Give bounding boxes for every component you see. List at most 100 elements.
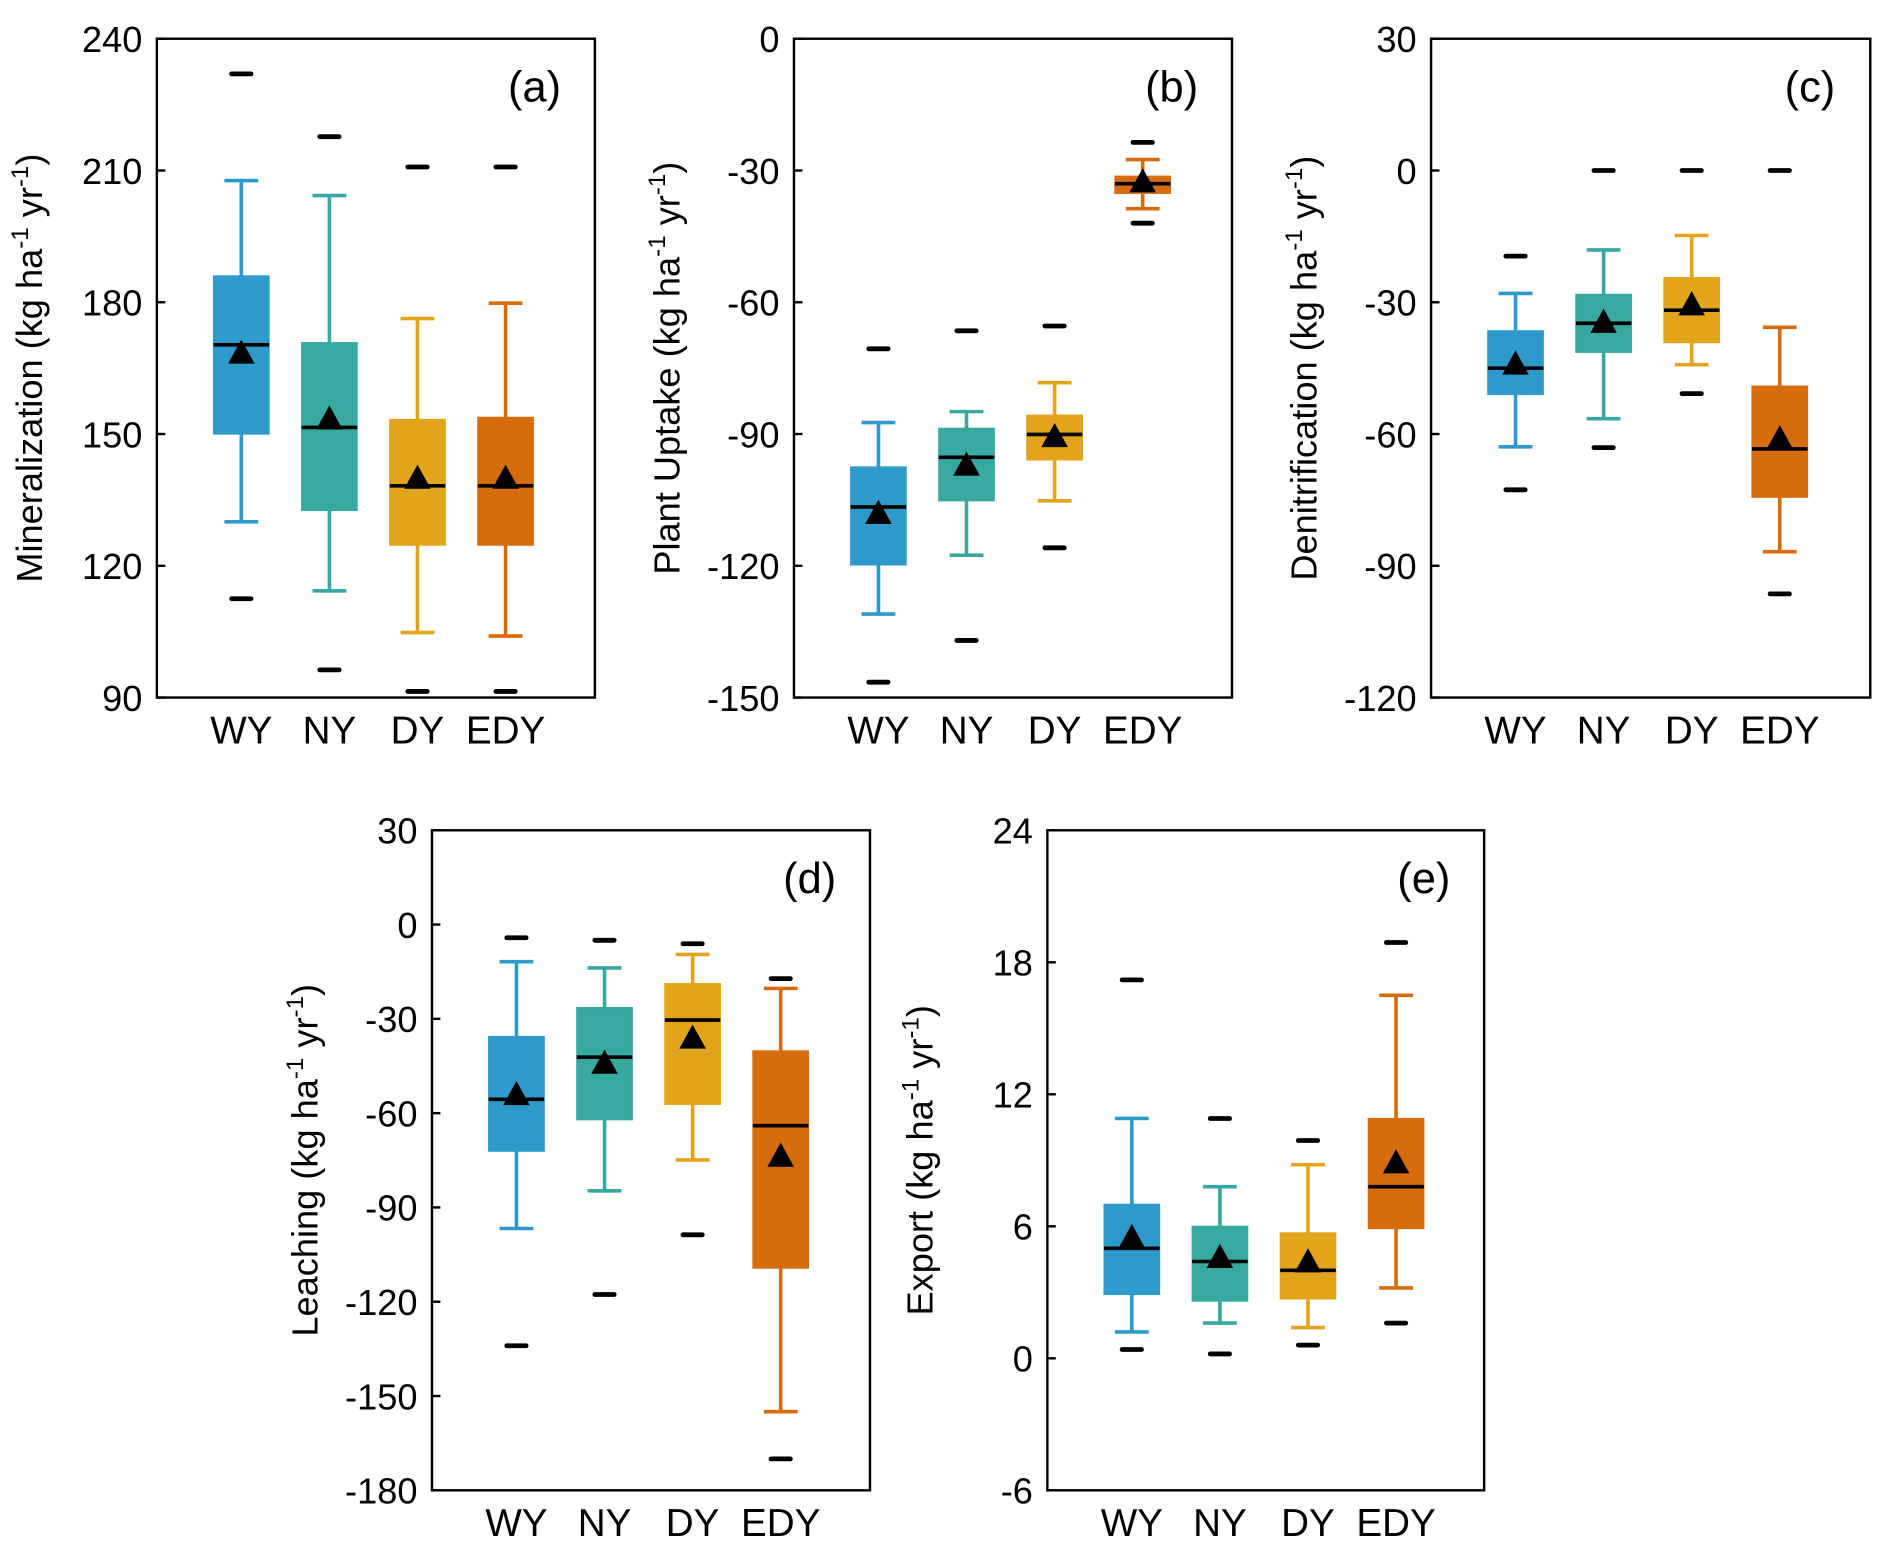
mean-marker (503, 1081, 530, 1106)
y-tick-label: 0 (397, 905, 417, 946)
mean-marker (1766, 425, 1794, 450)
plot-frame (155, 37, 597, 699)
mean-marker (316, 405, 343, 430)
y-tick-label: -120 (1344, 678, 1416, 719)
y-tick-label: 120 (82, 546, 142, 587)
x-tick-label: EDY (466, 709, 545, 752)
box-edy (752, 976, 810, 1462)
box-ny (938, 328, 995, 643)
box-ny (1191, 1116, 1249, 1357)
x-tick-label: WY (485, 1502, 547, 1545)
superscript: -1 (644, 235, 671, 256)
mean-marker (1129, 168, 1156, 193)
y-tick-label: -90 (727, 414, 779, 455)
label-part: yr (284, 1017, 325, 1057)
y-tick-label: 0 (1396, 151, 1416, 192)
mean-marker (1041, 422, 1068, 448)
y-tick-label: 90 (102, 678, 142, 719)
x-tick-label: EDY (1356, 1502, 1435, 1545)
y-tick-label: 12 (993, 1075, 1033, 1116)
box-dy (389, 164, 446, 694)
superscript: -1 (7, 227, 34, 248)
x-tick-label: EDY (741, 1502, 820, 1545)
box-edy (477, 164, 534, 694)
box-ny (301, 134, 358, 673)
label-part: yr (646, 195, 687, 235)
y-axis-label: Leaching (kg ha-1​ yr-1​) (282, 984, 325, 1337)
label-part: ) (1283, 156, 1324, 168)
y-tick-label: 210 (82, 151, 142, 192)
plot-frame (1429, 37, 1872, 699)
label-part: ) (646, 162, 687, 174)
x-tick-label: DY (1281, 1502, 1335, 1545)
y-axis-label: Plant Uptake (kg ha-1​ yr-1​) (644, 162, 687, 575)
y-tick-label: -30 (1364, 283, 1416, 324)
superscript: -1 (1281, 229, 1308, 250)
label-part: ) (284, 984, 325, 996)
y-tick-label: 24 (993, 811, 1033, 852)
y-tick-label: -60 (1364, 414, 1416, 455)
y-tick-label: -120 (707, 546, 779, 587)
x-tick-label: NY (1577, 709, 1631, 752)
label-part: Leaching (kg ha (284, 1078, 325, 1336)
x-tick-label: DY (391, 709, 445, 752)
mean-marker (767, 1142, 794, 1167)
y-tick-label: -60 (727, 283, 779, 324)
x-tick-label: DY (1028, 709, 1082, 752)
mean-marker (953, 451, 980, 476)
y-tick-label: 180 (82, 283, 142, 324)
label-part: Denitrification (kg ha (1283, 250, 1324, 581)
box-dy (664, 941, 721, 1238)
box-wy (1103, 977, 1161, 1352)
mean-marker (865, 499, 892, 524)
x-tick-label: NY (940, 709, 994, 752)
label-part: Plant Uptake (kg ha (646, 256, 687, 575)
y-axis-label: Export (kg ha-1​ yr-1​) (897, 1005, 940, 1315)
plot-frame (792, 37, 1234, 699)
label-part: ) (900, 1005, 941, 1017)
box-dy (1663, 168, 1721, 397)
panel-b: -150 -120 -90 -60 -30 0 Plant Uptake (kg ha-1​… (644, 19, 1234, 752)
y-tick-label: 240 (82, 19, 142, 60)
box-ny (576, 937, 633, 1297)
y-tick-label: 30 (1376, 19, 1416, 60)
label-part: yr (9, 187, 50, 227)
panel-label: (a) (508, 63, 561, 111)
mean-marker (1678, 291, 1705, 316)
x-tick-label: NY (578, 1502, 632, 1545)
mean-marker (228, 339, 255, 364)
label-part: Mineralization (kg ha (9, 248, 50, 583)
y-axis-label: Mineralization (kg ha-1​ yr-1​) (7, 154, 50, 583)
panel-e: -6 0 6 12 18 24 Export (kg ha-1​ yr-1​) (e) WY NY… (897, 811, 1486, 1545)
y-tick-label: -180 (345, 1471, 417, 1512)
y-tick-label: 0 (1013, 1339, 1033, 1380)
x-tick-label: WY (210, 709, 272, 752)
panel-label: (c) (1785, 63, 1836, 111)
y-tick-label: -6 (1001, 1471, 1033, 1512)
box-wy (850, 346, 907, 685)
mean-marker (1382, 1149, 1410, 1174)
superscript: -1 (1281, 168, 1308, 189)
x-tick-label: NY (303, 709, 357, 752)
x-tick-label: EDY (1103, 709, 1182, 752)
x-tick-label: DY (1665, 709, 1719, 752)
box-wy (1487, 253, 1544, 493)
superscript: -1 (644, 174, 671, 195)
y-tick-label: -150 (345, 1376, 417, 1417)
plot-frame (1046, 829, 1486, 1492)
mean-marker (591, 1049, 618, 1074)
mean-marker (1206, 1243, 1234, 1268)
y-tick-label: 18 (993, 943, 1033, 984)
superscript: -1 (7, 166, 34, 187)
y-tick-label: 6 (1013, 1207, 1033, 1248)
box-edy (1367, 940, 1425, 1326)
mean-marker (404, 464, 431, 489)
panel-label: (b) (1145, 63, 1198, 111)
y-tick-label: -30 (365, 999, 417, 1040)
label-part: yr (1283, 189, 1324, 229)
box-wy (488, 935, 545, 1349)
superscript: -1 (282, 1058, 309, 1079)
